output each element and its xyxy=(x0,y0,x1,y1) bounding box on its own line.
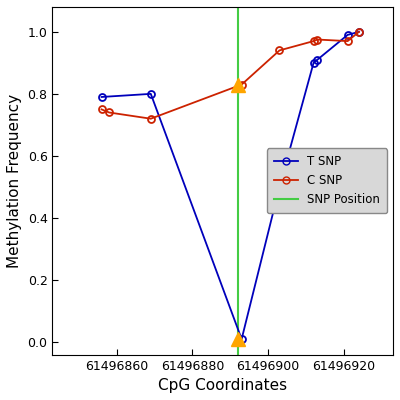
Legend: T SNP, C SNP, SNP Position: T SNP, C SNP, SNP Position xyxy=(267,148,387,213)
Y-axis label: Methylation Frequency: Methylation Frequency xyxy=(7,94,22,268)
X-axis label: CpG Coordinates: CpG Coordinates xyxy=(158,378,287,393)
